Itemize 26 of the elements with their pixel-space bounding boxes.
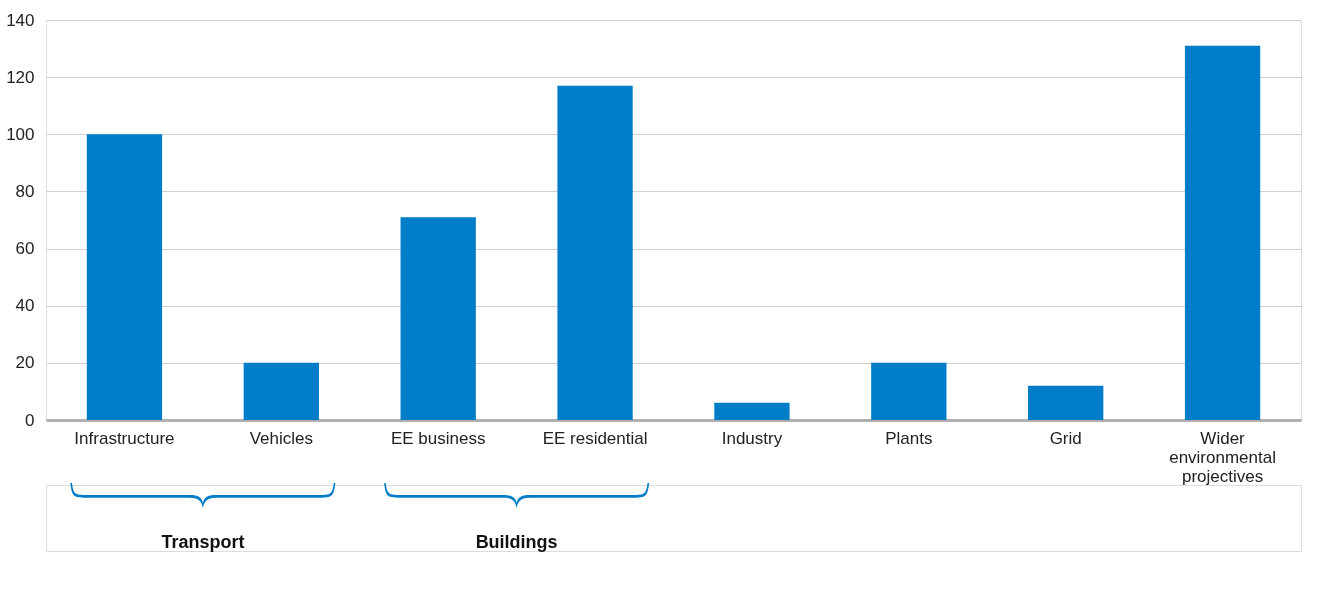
x-tick-label: Industry xyxy=(721,428,783,448)
text: Transport xyxy=(161,532,245,552)
bar xyxy=(86,134,163,420)
y-tick-label: 100 xyxy=(6,124,35,144)
x-tick-label: Wider environmental projectives xyxy=(1169,428,1276,486)
y-tick-label: 0 xyxy=(25,410,35,430)
bar xyxy=(714,402,790,420)
text: Buildings xyxy=(475,532,558,552)
bar xyxy=(871,362,947,420)
y-tick-label: 120 xyxy=(6,67,35,87)
bar xyxy=(1028,385,1104,420)
bar xyxy=(400,217,476,420)
bar xyxy=(1184,45,1261,420)
x-tick-label: Plants xyxy=(885,428,933,448)
x-tick-label: EE residential xyxy=(542,428,648,448)
bar xyxy=(557,85,633,420)
x-tick-label: Infrastructure xyxy=(74,428,175,448)
y-tick-label: 20 xyxy=(15,353,35,373)
x-tick-label: EE business xyxy=(390,428,486,448)
y-tick-label: 40 xyxy=(15,296,35,316)
y-tick-label: 80 xyxy=(15,181,35,201)
bar xyxy=(243,362,319,420)
y-tick-label: 140 xyxy=(6,10,35,30)
x-tick-label: Vehicles xyxy=(249,428,313,448)
y-tick-label: 60 xyxy=(15,239,35,259)
x-tick-label: Grid xyxy=(1049,428,1082,448)
